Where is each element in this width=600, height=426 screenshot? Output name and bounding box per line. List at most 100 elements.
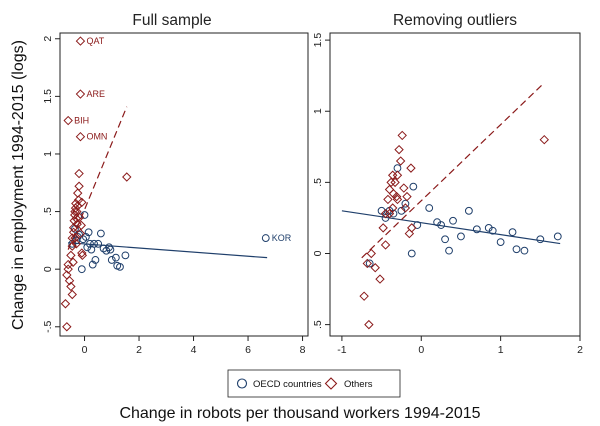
x-tick-label: 4 xyxy=(191,344,197,356)
oecd-point xyxy=(88,260,97,269)
others-point xyxy=(394,144,404,155)
others-point xyxy=(66,250,76,261)
oecd-point xyxy=(116,262,124,271)
oecd-point xyxy=(111,253,120,262)
oecd-point xyxy=(261,234,270,242)
y-tick-label: .5 xyxy=(42,207,54,216)
others-point xyxy=(400,203,411,213)
point-label: KOR xyxy=(272,233,292,243)
legend-others-label: Others xyxy=(344,379,373,390)
others-point xyxy=(62,322,72,332)
others-point xyxy=(392,194,403,205)
others-point xyxy=(122,172,132,182)
legend-circle-icon xyxy=(236,378,248,389)
x-tick-label: 2 xyxy=(136,344,142,356)
oecd-point xyxy=(413,221,422,229)
others-point xyxy=(402,191,412,202)
oecd-point xyxy=(121,251,130,260)
point-label: ARE xyxy=(86,89,105,99)
oecd-point xyxy=(94,239,103,248)
others-point xyxy=(67,233,77,243)
others-point xyxy=(71,239,82,249)
legend-oecd-label: OECD countries xyxy=(253,379,322,390)
oecd-point xyxy=(437,221,446,229)
plot-frame xyxy=(329,32,581,337)
others-point xyxy=(70,203,81,213)
others-point xyxy=(60,299,71,309)
plot-area: -.5 0 .5 1 1.5 2 0 2 4 6 8 KOR QAT ARE BIH OMN xyxy=(42,36,306,356)
oecd-point xyxy=(445,246,453,255)
oecd-point xyxy=(496,238,505,247)
others-point xyxy=(378,223,388,233)
plot-area: .5 0 .5 1 1.5 -1 0 1 2 xyxy=(312,33,583,356)
others-point xyxy=(76,220,86,231)
oecd-point xyxy=(381,214,390,222)
oecd-point xyxy=(508,228,517,237)
y-tick-label: 0 xyxy=(312,250,324,256)
panel-title: Full sample xyxy=(132,12,211,29)
oecd-point xyxy=(441,235,449,244)
legend-diamond-icon xyxy=(324,377,338,390)
others-point xyxy=(75,228,86,239)
oecd-point xyxy=(407,249,416,258)
y-axis-title: Change in employment 1994-2015 (logs) xyxy=(10,40,27,330)
others-point xyxy=(74,168,84,179)
others-point xyxy=(380,240,391,250)
others-point xyxy=(77,248,87,258)
x-tick-label: 6 xyxy=(245,344,251,356)
oecd-point xyxy=(472,225,481,234)
panel-title: Removing outliers xyxy=(393,12,517,29)
others-point xyxy=(383,194,393,205)
y-tick-label: 1 xyxy=(312,108,324,114)
others-point xyxy=(68,257,78,267)
others-point xyxy=(399,183,409,193)
x-tick-label: 2 xyxy=(577,344,583,356)
others-point xyxy=(73,188,83,198)
oecd-point xyxy=(90,239,98,248)
oecd-point xyxy=(464,206,473,215)
point-label: OMN xyxy=(86,132,107,142)
legend-box xyxy=(227,369,401,398)
others-point xyxy=(362,258,373,269)
others-point xyxy=(67,241,77,251)
plot-frame xyxy=(59,32,309,337)
others-point xyxy=(75,131,86,142)
oecd-point xyxy=(77,265,86,274)
oecd-point xyxy=(409,182,418,191)
panel-removing-outliers: Removing outliers .5 0 .5 1 1.5 -1 0 1 2 xyxy=(312,12,583,356)
oecd-point xyxy=(425,204,434,212)
others-point xyxy=(64,275,75,286)
oecd-point xyxy=(401,199,410,208)
oecd-point xyxy=(520,246,529,255)
others-point xyxy=(395,156,406,166)
oecd-point xyxy=(512,245,521,254)
oecd-point xyxy=(91,256,100,264)
oecd-fit-line xyxy=(341,210,561,245)
x-tick-label: 8 xyxy=(300,344,306,356)
others-point xyxy=(63,264,73,274)
others-point xyxy=(387,203,398,213)
others-point xyxy=(68,227,79,238)
others-point xyxy=(359,291,369,301)
others-point xyxy=(77,250,88,261)
oecd-point xyxy=(433,218,442,227)
others-point xyxy=(384,208,395,219)
others-point xyxy=(74,181,84,191)
others-point xyxy=(364,319,374,330)
others-point xyxy=(387,170,398,180)
others-point xyxy=(77,197,87,208)
y-tick-label: 0 xyxy=(42,266,54,272)
others-point xyxy=(391,191,402,202)
others-point xyxy=(75,89,86,99)
point-label: BIH xyxy=(74,116,89,126)
y-tick-label: -.5 xyxy=(42,321,54,333)
oecd-point xyxy=(86,239,94,248)
oecd-point xyxy=(457,232,465,241)
others-point xyxy=(390,177,400,188)
others-point xyxy=(68,222,79,233)
oecd-point xyxy=(449,216,457,225)
others-point xyxy=(397,130,407,141)
others-point xyxy=(63,259,73,270)
oecd-point xyxy=(106,245,115,254)
